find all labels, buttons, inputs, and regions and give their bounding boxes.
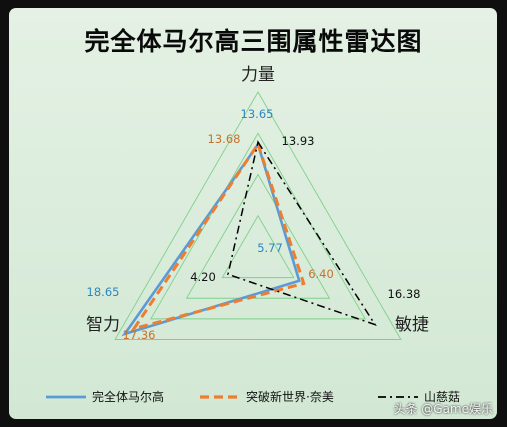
- data-label-s1-2: 5.77: [257, 241, 283, 255]
- legend-label-3: 山慈菇: [424, 389, 460, 404]
- legend-label-1: 完全体马尔高: [92, 389, 164, 404]
- data-label-s3-2: 16.38: [388, 287, 421, 301]
- data-label-s2-1: 13.68: [208, 132, 241, 146]
- axis-label-1: 力量: [241, 65, 275, 85]
- series-line-3: [227, 140, 377, 326]
- data-label-s1-1: 13.65: [241, 107, 274, 121]
- chart-title: 完全体马尔高三围属性雷达图: [84, 27, 423, 56]
- legend-label-2: 突破新世界·奈美: [246, 389, 334, 404]
- grid-ring-2: [185, 173, 331, 299]
- data-label-s3-3: 4.20: [190, 270, 216, 284]
- data-label-s2-3: 17.36: [123, 328, 156, 342]
- grid-ring-3: [150, 132, 366, 320]
- axis-label-3: 智力: [86, 315, 120, 335]
- series-line-2: [130, 140, 306, 332]
- watermark: 头条 @Game娱乐: [393, 402, 493, 416]
- chart-panel: [9, 8, 497, 419]
- data-label-s1-3: 18.65: [87, 285, 120, 299]
- data-label-s3-1: 13.93: [282, 134, 315, 148]
- data-label-s2-2: 6.40: [308, 267, 334, 281]
- grid-ring-4: [114, 91, 402, 340]
- grid-ring-1: [221, 214, 295, 279]
- axis-label-2: 敏捷: [395, 315, 429, 335]
